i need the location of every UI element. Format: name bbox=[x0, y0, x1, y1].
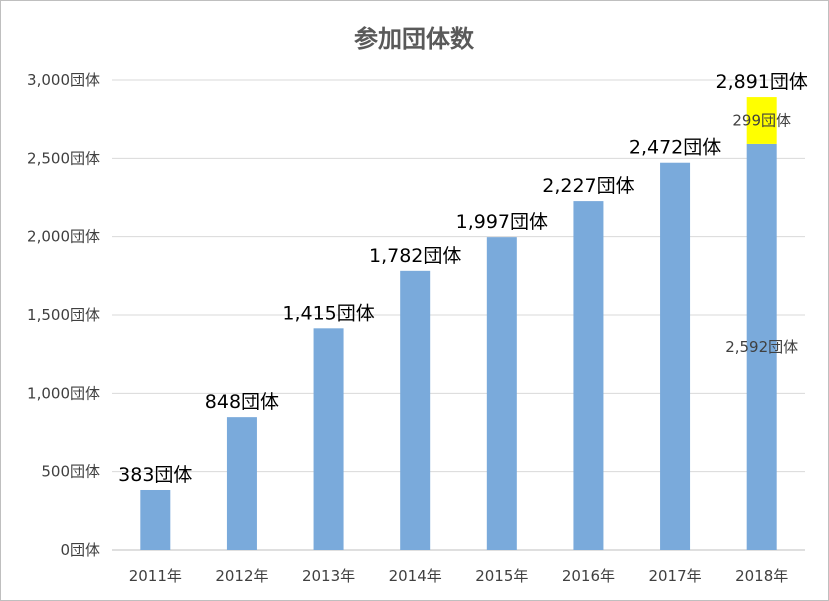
total-data-label: 2,472団体 bbox=[629, 137, 721, 159]
y-tick-label: 2,000団体 bbox=[27, 228, 100, 246]
total-data-label: 1,782団体 bbox=[369, 245, 461, 267]
total-data-label: 2,227団体 bbox=[542, 175, 634, 197]
bar bbox=[140, 489, 171, 550]
total-data-label: 848団体 bbox=[205, 391, 279, 413]
x-tick-label: 2018年 bbox=[735, 567, 788, 585]
total-data-label: 1,415団体 bbox=[282, 302, 374, 324]
bars bbox=[140, 97, 777, 551]
bar bbox=[313, 328, 344, 550]
y-tick-label: 1,500団体 bbox=[27, 306, 100, 324]
chart-title: 参加団体数 bbox=[354, 25, 475, 53]
x-tick-label: 2011年 bbox=[129, 567, 182, 585]
bar bbox=[226, 417, 257, 550]
x-tick-label: 2012年 bbox=[215, 567, 268, 585]
bar bbox=[660, 162, 691, 550]
y-tick-label: 3,000団体 bbox=[27, 71, 100, 89]
y-axis-tick-labels: 0団体 500団体 1,000団体 1,500団体 2,000団体 2,500団体 3,00… bbox=[27, 71, 100, 559]
x-tick-label: 2013年 bbox=[302, 567, 355, 585]
bar-increment bbox=[746, 97, 777, 144]
bar bbox=[400, 270, 431, 550]
x-tick-label: 2017年 bbox=[648, 567, 701, 585]
y-tick-label: 0団体 bbox=[60, 541, 100, 559]
y-tick-label: 1,000団体 bbox=[27, 384, 100, 402]
x-tick-label: 2015年 bbox=[475, 567, 528, 585]
total-data-label: 1,997団体 bbox=[456, 211, 548, 233]
bar bbox=[746, 143, 777, 551]
total-data-label: 2,891団体 bbox=[715, 71, 807, 93]
y-tick-label: 500団体 bbox=[41, 463, 100, 481]
y-tick-label: 2,500団体 bbox=[27, 149, 100, 167]
bar bbox=[573, 201, 604, 550]
bar bbox=[486, 237, 517, 551]
segment-data-label: 299団体 bbox=[732, 111, 791, 129]
data-labels: 383団体 848団体 1,415団体 1,782団体 1,997団体 2,227団体 2,… bbox=[118, 71, 808, 486]
segment-data-label: 2,592団体 bbox=[725, 338, 798, 356]
total-data-label: 383団体 bbox=[118, 464, 192, 486]
x-axis-tick-labels: 2011年 2012年 2013年 2014年 2015年 2016年 2017年 2018年 bbox=[129, 567, 789, 585]
x-tick-label: 2014年 bbox=[389, 567, 442, 585]
x-tick-label: 2016年 bbox=[562, 567, 615, 585]
